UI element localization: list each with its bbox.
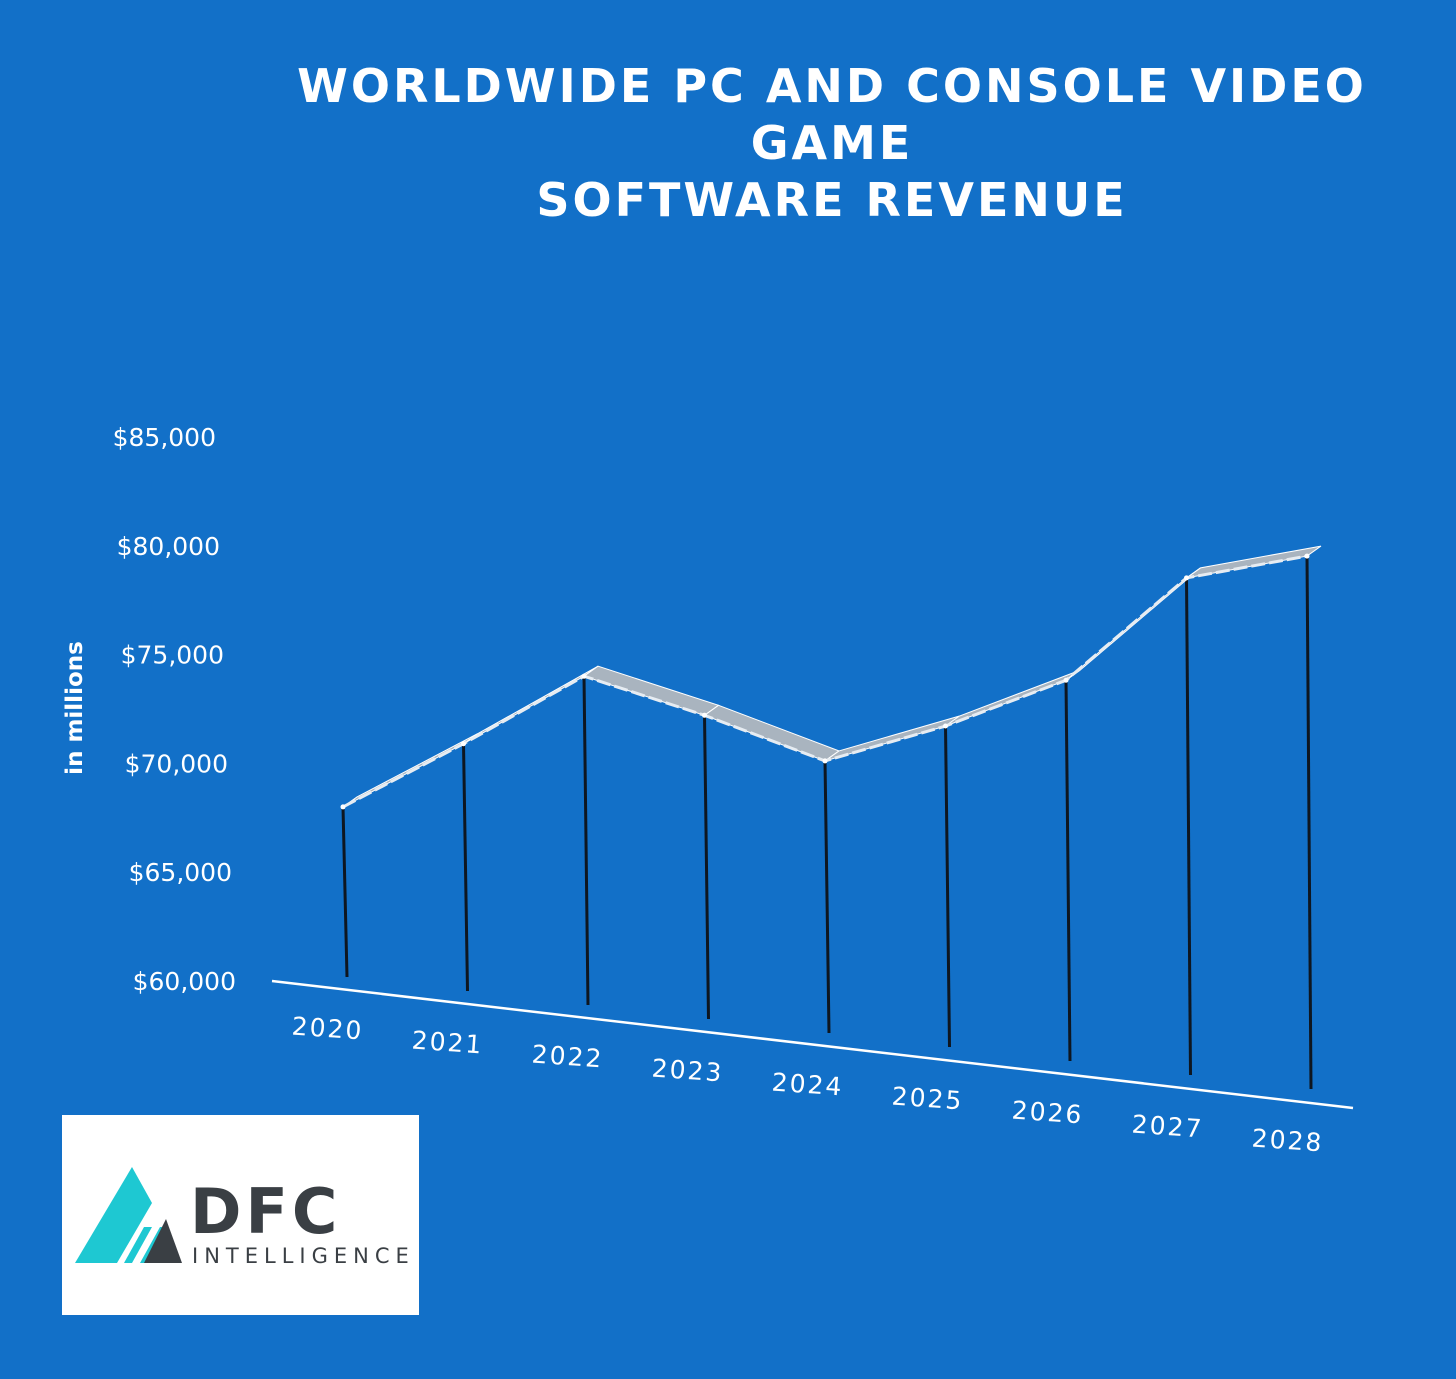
drop-line (944, 726, 951, 1048)
x-tick-label: 2025 (891, 1082, 964, 1116)
x-tick-label: 2026 (1011, 1096, 1084, 1130)
y-tick-label: $60,000 (133, 967, 236, 996)
x-axis: 2020 2021 2022 2023 2024 2025 2026 2027 2028 (291, 1012, 1324, 1158)
drop-lines (341, 556, 1313, 1090)
data-point (1184, 575, 1189, 581)
data-point (822, 758, 828, 764)
data-point (340, 804, 346, 810)
ribbon-segment (463, 665, 599, 745)
data-point (581, 673, 587, 679)
drop-line (341, 806, 349, 978)
y-axis: $60,000 $65,000 $70,000 $75,000 $80,000 $85,0… (113, 423, 236, 996)
chart-title-line-3: SOFTWARE REVENUE (536, 173, 1128, 227)
data-point (943, 723, 948, 729)
logo-teal-peak (75, 1167, 152, 1263)
y-tick-label: $70,000 (125, 749, 228, 778)
drop-line (703, 715, 710, 1020)
drop-line (1185, 577, 1192, 1076)
ribbon-segment (582, 665, 720, 716)
data-point (1304, 553, 1310, 559)
y-axis-label: in millions (62, 641, 88, 775)
dfc-intelligence-logo: DFC INTELLIGENCE (62, 1115, 419, 1315)
logo-subtitle: INTELLIGENCE (192, 1244, 415, 1268)
data-point (461, 741, 466, 747)
chart-title-line-2: GAME (750, 116, 914, 170)
chart-title-line-1: WORLDWIDE PC AND CONSOLE VIDEO (297, 59, 1367, 113)
x-tick-label: 2024 (771, 1068, 844, 1102)
data-point (1063, 677, 1069, 683)
logo-dark-peak (144, 1219, 182, 1263)
drop-line (1305, 556, 1313, 1090)
drop-line (582, 676, 590, 1006)
ribbon-3d-line (340, 545, 1322, 810)
x-tick-label: 2028 (1251, 1124, 1324, 1158)
y-tick-label: $65,000 (129, 858, 232, 887)
y-tick-label: $75,000 (121, 641, 224, 670)
x-axis-baseline (271, 979, 1354, 1110)
drop-line (1064, 680, 1072, 1062)
ribbon-segment (703, 704, 841, 762)
x-tick-label: 2027 (1131, 1110, 1204, 1144)
data-point (702, 712, 707, 718)
y-tick-label: $80,000 (117, 532, 220, 561)
y-tick-label: $85,000 (113, 423, 216, 452)
logo-teal-stripe-2 (124, 1227, 152, 1263)
chart-title: WORLDWIDE PC AND CONSOLE VIDEO GAME SOFT… (200, 58, 1456, 229)
x-tick-label: 2021 (411, 1026, 484, 1060)
x-tick-label: 2020 (291, 1012, 364, 1046)
drop-line (462, 743, 469, 992)
ribbon-segment (1186, 545, 1322, 579)
dfc-mountain-logo-icon: DFC INTELLIGENCE (75, 1167, 415, 1268)
drop-line (823, 760, 831, 1034)
logo-wordmark: DFC (190, 1175, 341, 1248)
x-tick-label: 2022 (531, 1040, 604, 1074)
x-tick-label: 2023 (651, 1054, 724, 1088)
